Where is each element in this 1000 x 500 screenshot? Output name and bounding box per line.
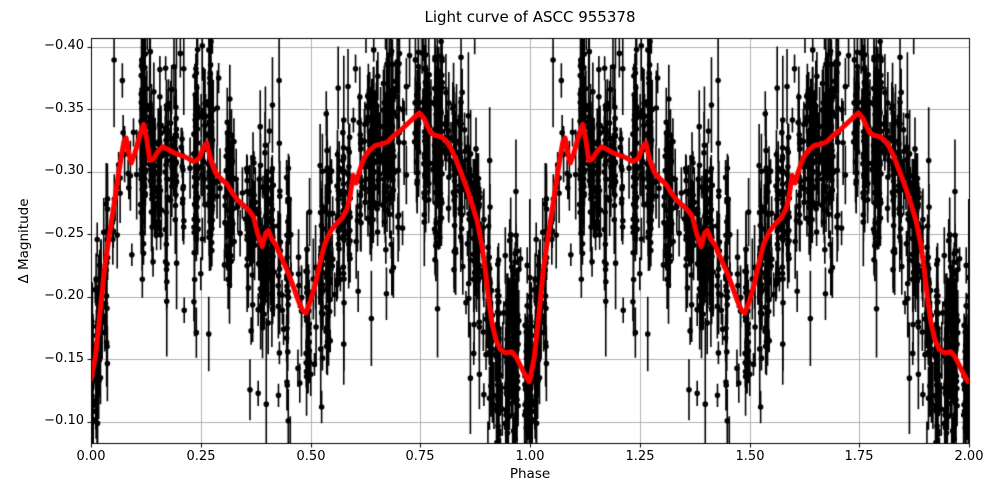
x-tick-label: 0.00 <box>76 449 106 464</box>
y-axis-label: Δ Magnitude <box>16 198 32 284</box>
y-tick-label: −0.25 <box>44 226 84 241</box>
y-tick-label: −0.15 <box>44 351 84 366</box>
y-tick-label: −0.20 <box>44 288 84 303</box>
x-tick-label: 0.75 <box>405 449 435 464</box>
y-tick-label: −0.10 <box>44 413 84 428</box>
x-tick-label: 1.25 <box>625 449 655 464</box>
chart-title: Light curve of ASCC 955378 <box>424 8 636 26</box>
y-tick-label: −0.35 <box>44 101 84 116</box>
y-tick-label: −0.30 <box>44 163 84 178</box>
x-tick-label: 1.50 <box>735 449 765 464</box>
x-tick-label: 1.00 <box>515 449 545 464</box>
y-tick-label: −0.40 <box>44 38 84 53</box>
x-tick-label: 1.75 <box>844 449 874 464</box>
x-tick-label: 0.25 <box>186 449 216 464</box>
x-tick-label: 2.00 <box>954 449 984 464</box>
x-axis-label: Phase <box>509 466 551 482</box>
x-tick-label: 0.50 <box>296 449 326 464</box>
